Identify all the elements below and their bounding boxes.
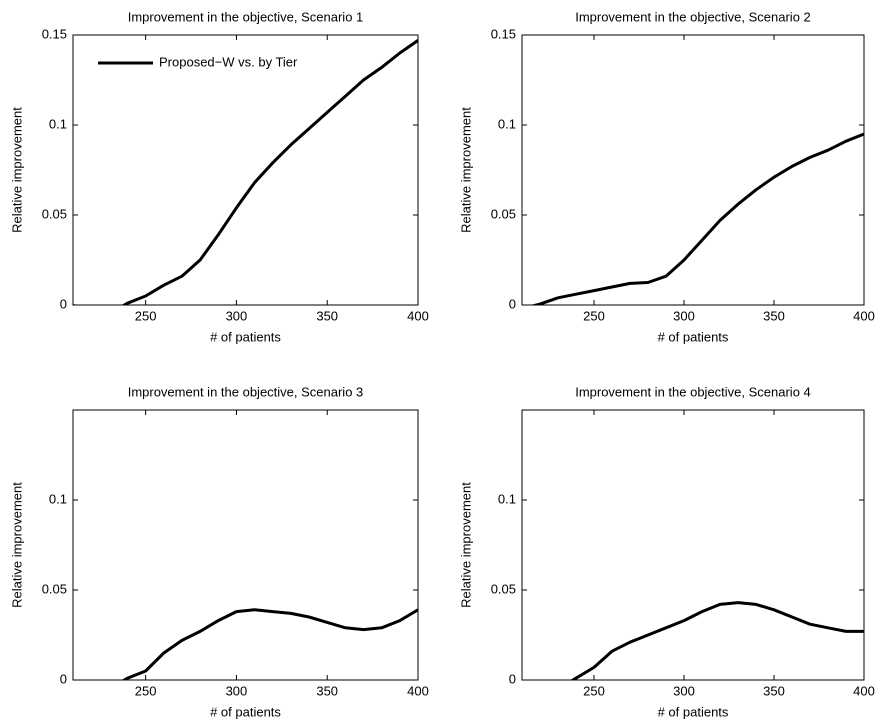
subplot: 250 300 350 400 0 0.05 0.1 0.15 Improvement in t…: [458, 9, 874, 344]
y-tick-label: 0: [509, 671, 516, 686]
x-axis-label: # of patients: [210, 329, 281, 344]
y-tick-label: 0: [509, 296, 516, 311]
y-tick-label: 0.1: [49, 116, 67, 131]
x-tick-label: 250: [583, 308, 605, 323]
x-axis-label: # of patients: [658, 329, 729, 344]
subplot-title: Improvement in the objective, Scenario 4: [575, 384, 811, 399]
x-tick-label: 250: [135, 683, 157, 698]
x-tick-label: 400: [407, 683, 429, 698]
data-line: [570, 601, 864, 680]
subplot: 250 300 350 400 0 0.05 0.1 Improvement in the o…: [9, 384, 428, 719]
subplot-title: Improvement in the objective, Scenario 2: [575, 9, 811, 24]
legend-label: Proposed−W vs. by Tier: [159, 54, 298, 69]
data-line: [121, 608, 418, 680]
axes-box: [72, 409, 419, 681]
y-tick-label: 0.05: [42, 206, 67, 221]
y-tick-label: 0.15: [491, 26, 516, 41]
x-tick-label: 300: [673, 683, 695, 698]
y-axis-label: Relative improvement: [9, 107, 24, 233]
x-tick-label: 400: [853, 683, 875, 698]
subplot-title: Improvement in the objective, Scenario 1: [128, 9, 364, 24]
x-tick-label: 350: [763, 308, 785, 323]
x-tick-label: 400: [853, 308, 875, 323]
subplot-title: Improvement in the objective, Scenario 3: [128, 384, 364, 399]
x-axis-label: # of patients: [658, 704, 729, 719]
x-tick-label: 300: [673, 308, 695, 323]
y-tick-label: 0.15: [42, 26, 67, 41]
x-tick-label: 250: [135, 308, 157, 323]
y-tick-label: 0.05: [491, 206, 516, 221]
x-tick-label: 350: [316, 308, 338, 323]
y-tick-label: 0.05: [491, 581, 516, 596]
axes-box: [72, 34, 419, 306]
x-tick-label: 350: [763, 683, 785, 698]
y-axis-label: Relative improvement: [458, 482, 473, 608]
subplot: 250 300 350 400 0 0.05 0.1 0.15 Improvement in t…: [9, 9, 428, 344]
axes-box: [521, 34, 865, 306]
data-line: [73, 39, 418, 305]
x-tick-label: 300: [226, 308, 248, 323]
subplot: 250 300 350 400 0 0.05 0.1 Improvement in the o…: [458, 384, 874, 719]
y-tick-label: 0.1: [498, 116, 516, 131]
axes-box: [521, 409, 865, 681]
y-tick-label: 0.1: [49, 491, 67, 506]
y-tick-label: 0: [60, 671, 67, 686]
x-tick-label: 350: [316, 683, 338, 698]
y-axis-label: Relative improvement: [9, 482, 24, 608]
y-tick-label: 0: [60, 296, 67, 311]
y-tick-label: 0.05: [42, 581, 67, 596]
x-tick-label: 300: [226, 683, 248, 698]
data-line: [530, 132, 864, 305]
x-tick-label: 250: [583, 683, 605, 698]
x-tick-label: 400: [407, 308, 429, 323]
y-axis-label: Relative improvement: [458, 107, 473, 233]
y-tick-label: 0.1: [498, 491, 516, 506]
x-axis-label: # of patients: [210, 704, 281, 719]
